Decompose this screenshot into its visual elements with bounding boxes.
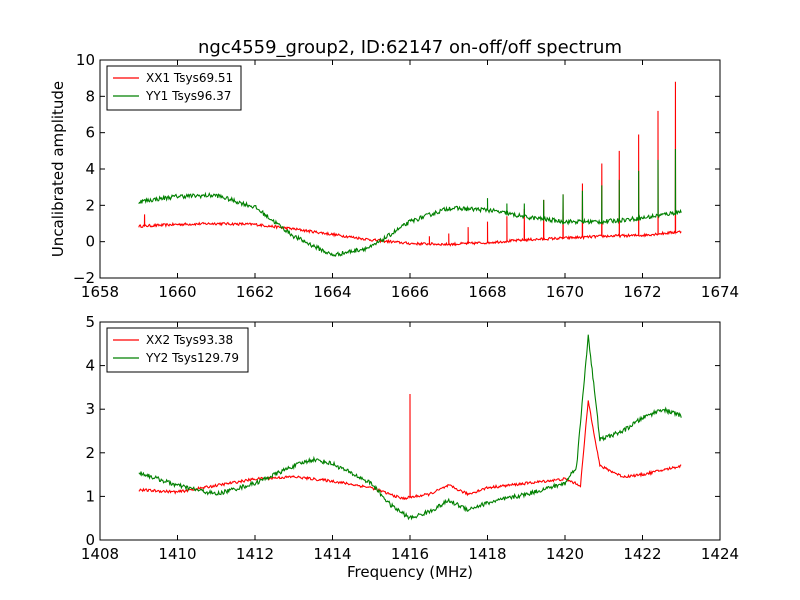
x-tick-label: 1412	[236, 545, 274, 563]
y-tick-label: 2	[85, 196, 95, 214]
y-tick-label: 0	[85, 233, 95, 251]
x-tick-label: 1420	[546, 545, 584, 563]
y-axis-label: Uncalibrated amplitude	[49, 81, 67, 257]
x-tick-label: 1674	[701, 283, 739, 301]
x-tick-label: 1424	[701, 545, 739, 563]
legend-label: YY2 Tsys129.79	[145, 351, 239, 365]
legend-label: XX2 Tsys93.38	[146, 333, 233, 347]
y-tick-label: −2	[73, 269, 95, 287]
top-panel: 1658 1660 1662 1664 1666 1668 1670 1672 1674 −2 0 2…	[49, 51, 739, 301]
legend-label: YY1 Tsys96.37	[145, 89, 231, 103]
series-line-yy	[138, 149, 682, 258]
x-tick-label: 1408	[81, 545, 119, 563]
legend: XX2 Tsys93.38 YY2 Tsys129.79	[106, 327, 249, 373]
y-tick-label: 4	[85, 160, 95, 178]
y-tick-label: 10	[76, 51, 95, 69]
x-tick-label: 1662	[236, 283, 274, 301]
chart-title: ngc4559_group2, ID:62147 on-off/off spec…	[198, 37, 622, 58]
y-tick-label: 6	[85, 124, 95, 142]
x-tick-label: 1410	[158, 545, 196, 563]
y-tick-label: 3	[85, 400, 95, 418]
x-tick-label: 1660	[158, 283, 196, 301]
legend: XX1 Tsys69.51 YY1 Tsys96.37	[106, 65, 242, 111]
bottom-panel: 1408 1410 1412 1414 1416 1418 1420 1422 1424 0 1 2 3…	[81, 313, 739, 581]
y-tick-label: 0	[85, 531, 95, 549]
y-tick-label: 8	[85, 87, 95, 105]
x-tick-label: 1668	[468, 283, 506, 301]
x-tick-label: 1422	[623, 545, 661, 563]
x-tick-label: 1418	[468, 545, 506, 563]
y-tick-label: 4	[85, 357, 95, 375]
x-tick-label: 1672	[623, 283, 661, 301]
x-tick-label: 1416	[391, 545, 429, 563]
series-line-xx	[138, 393, 682, 501]
x-tick-label: 1658	[81, 283, 119, 301]
x-axis-label: Frequency (MHz)	[347, 563, 473, 581]
series-line-yy	[138, 334, 682, 521]
x-tick-label: 1666	[391, 283, 429, 301]
x-tick-label: 1664	[313, 283, 351, 301]
y-tick-label: 5	[85, 313, 95, 331]
legend-label: XX1 Tsys69.51	[146, 71, 233, 85]
y-tick-label: 2	[85, 444, 95, 462]
y-tick-label: 1	[85, 487, 95, 505]
x-tick-label: 1414	[313, 545, 351, 563]
x-tick-label: 1670	[546, 283, 584, 301]
series-line-xx	[138, 81, 682, 247]
